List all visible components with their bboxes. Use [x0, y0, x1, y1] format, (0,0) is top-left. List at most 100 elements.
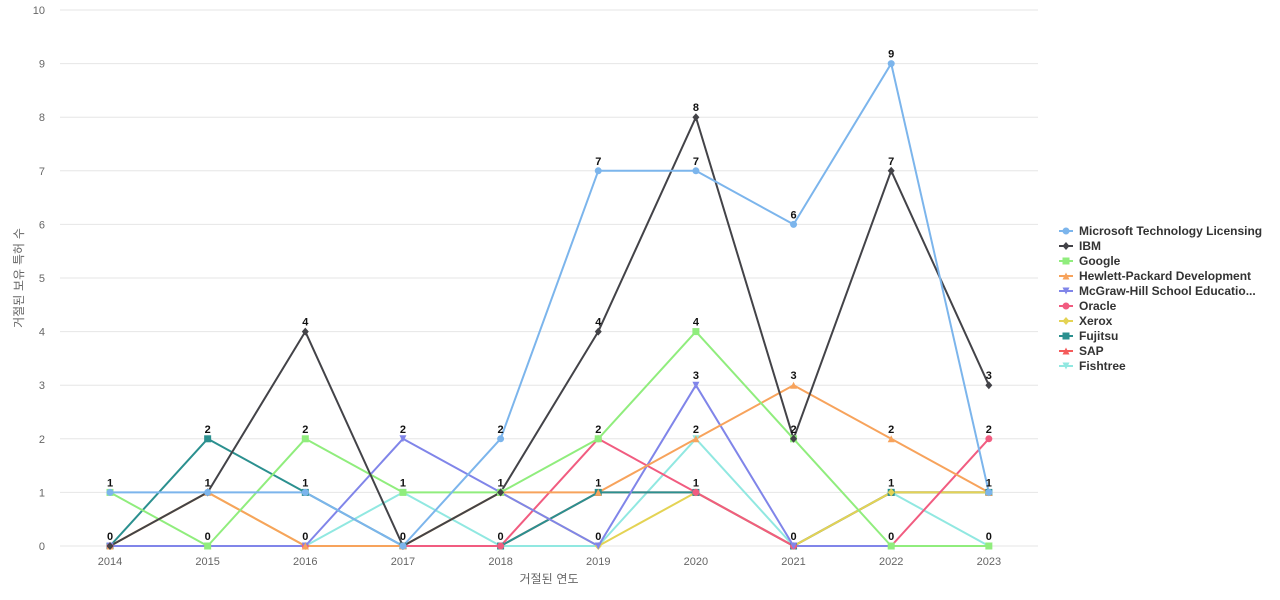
series-line-4[interactable]	[110, 384, 989, 547]
data-point[interactable]	[692, 435, 700, 443]
legend-label: Google	[1079, 254, 1121, 268]
data-point[interactable]	[692, 381, 700, 389]
data-point[interactable]	[204, 542, 212, 550]
legend-marker[interactable]	[1062, 272, 1070, 280]
data-point[interactable]	[594, 435, 602, 443]
legend-label: McGraw-Hill School Educatio...	[1079, 284, 1256, 298]
data-label: 1	[693, 477, 699, 489]
data-label: 0	[595, 531, 601, 543]
data-label: 0	[986, 531, 992, 543]
data-label: 3	[790, 370, 796, 382]
series-markers	[106, 60, 993, 550]
data-label: 7	[693, 156, 699, 168]
legend-item[interactable]: Fujitsu	[1059, 329, 1118, 343]
data-point[interactable]	[594, 488, 602, 496]
data-point[interactable]	[985, 542, 993, 550]
data-label: 2	[205, 424, 211, 436]
data-label: 1	[400, 477, 406, 489]
y-tick-label: 1	[39, 487, 45, 499]
legend-item[interactable]: SAP	[1059, 344, 1104, 358]
data-point[interactable]	[594, 327, 602, 336]
data-point[interactable]	[301, 488, 309, 496]
data-label: 0	[498, 531, 504, 543]
legend-item[interactable]: Hewlett-Packard Development	[1059, 269, 1251, 283]
legend-label: Oracle	[1079, 299, 1117, 313]
data-label: 7	[595, 156, 601, 168]
legend[interactable]: Microsoft Technology LicensingIBMGoogleH…	[1059, 224, 1262, 373]
data-point[interactable]	[106, 488, 114, 496]
legend-item[interactable]: Oracle	[1059, 299, 1117, 313]
legend-marker[interactable]	[1062, 242, 1070, 250]
data-point[interactable]	[790, 542, 798, 550]
y-axis-title: 거절된 보유 특허 수	[12, 228, 26, 328]
data-point[interactable]	[301, 327, 309, 336]
data-label: 2	[595, 424, 601, 436]
legend-marker[interactable]	[1062, 317, 1070, 325]
data-point[interactable]	[887, 166, 895, 175]
data-point[interactable]	[594, 542, 602, 550]
data-point[interactable]	[790, 381, 798, 389]
legend-marker[interactable]	[1062, 302, 1070, 310]
data-point[interactable]	[301, 542, 309, 550]
data-point[interactable]	[399, 435, 407, 443]
data-label: 3	[693, 370, 699, 382]
legend-label: Microsoft Technology Licensing	[1079, 224, 1262, 238]
data-label: 3	[986, 370, 992, 382]
legend-label: Xerox	[1079, 314, 1113, 328]
data-point[interactable]	[497, 435, 505, 443]
legend-marker[interactable]	[1062, 257, 1070, 265]
data-label: 1	[205, 477, 211, 489]
legend-marker[interactable]	[1062, 332, 1070, 340]
data-point[interactable]	[399, 488, 407, 496]
data-label: 1	[302, 477, 308, 489]
y-tick-label: 6	[39, 219, 45, 231]
data-label: 1	[498, 477, 504, 489]
data-point[interactable]	[204, 435, 212, 443]
data-point[interactable]	[692, 167, 700, 175]
legend-item[interactable]: Xerox	[1059, 314, 1113, 328]
legend-item[interactable]: Microsoft Technology Licensing	[1059, 224, 1262, 238]
legend-marker[interactable]	[1062, 227, 1070, 235]
data-label: 7	[888, 156, 894, 168]
data-point[interactable]	[594, 167, 602, 175]
legend-item[interactable]: McGraw-Hill School Educatio...	[1059, 284, 1256, 298]
data-point[interactable]	[204, 488, 212, 496]
legend-marker[interactable]	[1062, 287, 1070, 295]
data-point[interactable]	[790, 434, 798, 443]
data-point[interactable]	[301, 435, 309, 443]
series-line-0[interactable]	[110, 62, 990, 547]
data-point[interactable]	[985, 381, 993, 390]
series-line-3[interactable]	[109, 384, 990, 547]
data-point[interactable]	[985, 488, 993, 496]
data-point[interactable]	[887, 488, 895, 497]
data-point[interactable]	[497, 488, 505, 497]
x-tick-label: 2019	[586, 556, 610, 568]
legend-marker[interactable]	[1062, 347, 1070, 355]
data-point[interactable]	[692, 488, 700, 496]
x-tick-label: 2014	[98, 556, 122, 568]
data-point[interactable]	[790, 220, 798, 228]
data-point[interactable]	[399, 542, 407, 550]
data-point[interactable]	[497, 542, 505, 550]
legend-item[interactable]: Fishtree	[1059, 359, 1126, 373]
data-point[interactable]	[887, 435, 895, 443]
data-point[interactable]	[692, 113, 700, 122]
x-tick-label: 2023	[977, 556, 1001, 568]
series-line-1[interactable]	[109, 116, 990, 547]
data-point[interactable]	[985, 435, 993, 443]
data-point[interactable]	[887, 542, 895, 550]
data-label: 0	[107, 531, 113, 543]
y-tick-label: 5	[39, 273, 45, 285]
x-tick-label: 2022	[879, 556, 903, 568]
y-tick-label: 2	[39, 434, 45, 446]
data-label: 8	[693, 102, 699, 114]
data-point[interactable]	[106, 542, 114, 550]
data-point[interactable]	[887, 60, 895, 68]
legend-marker[interactable]	[1062, 362, 1070, 370]
legend-item[interactable]: Google	[1059, 254, 1121, 268]
legend-item[interactable]: IBM	[1059, 239, 1101, 253]
data-label: 1	[595, 477, 601, 489]
y-tick-label: 3	[39, 380, 45, 392]
data-point[interactable]	[692, 328, 700, 336]
y-tick-label: 8	[39, 112, 45, 124]
